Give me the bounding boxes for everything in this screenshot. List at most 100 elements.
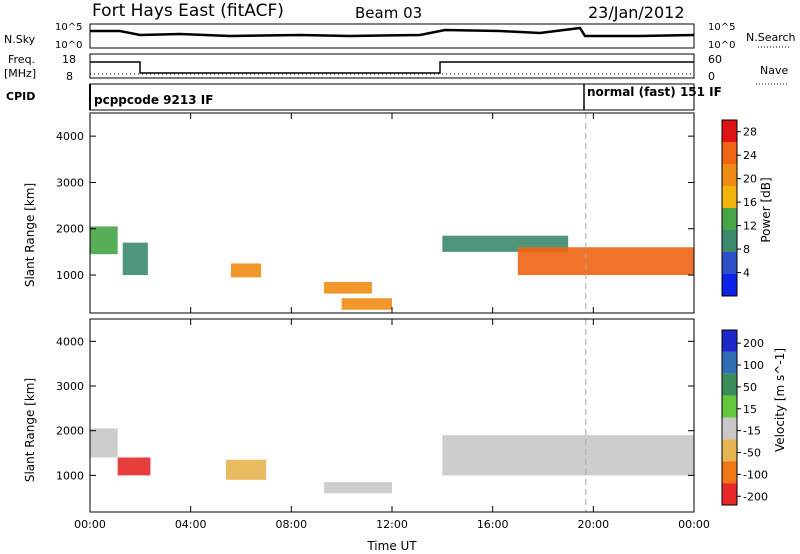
power-colorbar-tick-label: 8: [743, 243, 750, 256]
freq-trace: [90, 61, 694, 74]
nave-tick-low: 0: [708, 70, 715, 83]
noise-tick-high-right: 10^5: [708, 22, 735, 33]
x-tick-label: 04:00: [175, 518, 207, 531]
power-echo-region: [122, 242, 148, 276]
noise-panel: N.Sky 10^5 10^0 10^5 10^0 N.Search: [4, 22, 796, 51]
noise-tick-high-left: 10^5: [55, 22, 82, 33]
power-colorbar-swatch: [722, 186, 737, 208]
power-colorbar-swatch: [722, 252, 737, 274]
velocity-colorbar-swatch: [722, 330, 737, 352]
power-colorbar-label: Power [dB]: [759, 177, 773, 242]
freq-tick-high: 18: [62, 53, 76, 66]
power-ylabel: Slant Range [km]: [23, 183, 37, 287]
velocity-colorbar-tick-label: 15: [743, 403, 757, 416]
velocity-colorbar-ticks: 200 100 50 15 -15 -50 -100 -200: [737, 337, 768, 503]
power-colorbar-tick-label: 4: [743, 267, 750, 280]
power-colorbar-tick-label: 16: [743, 196, 757, 209]
velocity-colorbar-tick-label: -200: [743, 490, 768, 503]
y-tick-label: 1000: [56, 469, 84, 482]
velocity-colorbar-swatch: [722, 395, 737, 418]
power-colorbar-swatches: [722, 120, 737, 296]
power-echo-region: [90, 226, 118, 255]
power-y-ticks: 1000 2000 3000 4000: [56, 130, 694, 282]
velocity-colorbar-swatch: [722, 483, 737, 505]
power-colorbar-swatch: [722, 274, 737, 296]
velocity-colorbar-tick-label: -15: [743, 425, 761, 438]
power-colorbar-tick-label: 20: [743, 173, 757, 186]
velocity-colorbar-tick-label: 200: [743, 337, 764, 350]
velocity-colorbar-tick-label: 50: [743, 381, 757, 394]
x-tick-label: 00:00: [74, 518, 106, 531]
noise-tick-low-right: 10^0: [708, 40, 735, 51]
power-colorbar-ticks: 4 8 12 16 20 24 28: [737, 126, 757, 280]
power-colorbar-swatch: [722, 230, 737, 252]
nave-label: Nave: [760, 64, 788, 77]
noise-sky-trace: [90, 26, 695, 38]
noise-tick-low-left: 10^0: [55, 40, 82, 51]
power-echo-region: [324, 281, 372, 294]
power-echo-region: [517, 247, 694, 276]
power-colorbar-swatch: [722, 120, 737, 142]
velocity-echo-region: [442, 435, 694, 476]
power-colorbar: 4 8 12 16 20 24 28 Power [dB]: [721, 119, 773, 297]
velocity-colorbar-swatch: [722, 461, 737, 484]
freq-tick-low: 8: [66, 70, 73, 83]
y-tick-label: 1000: [56, 269, 84, 282]
velocity-colorbar-tick-label: -50: [743, 447, 761, 460]
power-colorbar-tick-label: 28: [743, 126, 757, 139]
x-tick-label: 08:00: [275, 518, 307, 531]
noise-left-label: N.Sky: [4, 33, 36, 46]
station-title: Fort Hays East (fitACF): [92, 1, 284, 21]
beam-title: Beam 03: [355, 4, 422, 22]
y-tick-label: 3000: [56, 176, 84, 189]
cpid-mode-1: pcppcode 9213 IF: [94, 93, 213, 107]
y-tick-label: 2000: [56, 425, 84, 438]
velocity-x-ticks: 00:00 04:00 08:00 12:00 16:00 20:00 00:00: [74, 319, 710, 531]
freq-label-line2: [MHz]: [4, 67, 36, 80]
cpid-mode-2: normal (fast) 151 IF: [587, 85, 722, 99]
power-echo-region: [341, 298, 392, 310]
power-echo-layer: [90, 113, 694, 313]
y-tick-label: 3000: [56, 380, 84, 393]
power-colorbar-swatch: [722, 208, 737, 230]
velocity-colorbar-swatch: [722, 373, 737, 396]
power-colorbar-swatch: [722, 142, 737, 164]
velocity-colorbar-swatches: [722, 330, 737, 505]
velocity-echo-region: [90, 428, 118, 458]
date-title: 23/Jan/2012: [588, 3, 685, 22]
power-echo-region: [230, 263, 262, 278]
x-tick-label: 20:00: [577, 518, 609, 531]
x-tick-label: 00:00: [678, 518, 710, 531]
velocity-echo-region: [225, 459, 267, 480]
velocity-echo-layer: [90, 319, 694, 512]
velocity-colorbar: 200 100 50 15 -15 -50 -100 -200 Velocity [m s^-…: [721, 329, 787, 506]
x-tick-label: 12:00: [376, 518, 408, 531]
power-panel: Slant Range [km] 1000 2000 3000 4000: [23, 112, 695, 314]
x-axis-label: Time UT: [366, 539, 417, 553]
velocity-colorbar-swatch: [722, 351, 737, 374]
cpid-panel: CPID pcppcode 9213 IF normal (fast) 151 …: [6, 83, 722, 111]
velocity-ylabel: Slant Range [km]: [23, 378, 37, 482]
x-tick-label: 16:00: [477, 518, 509, 531]
velocity-echo-region: [117, 457, 151, 476]
nave-tick-high: 60: [708, 53, 722, 66]
freq-label-line1: Freq.: [8, 53, 35, 66]
velocity-colorbar-label: Velocity [m s^-1]: [773, 348, 787, 452]
power-colorbar-tick-label: 24: [743, 149, 757, 162]
velocity-echo-region: [324, 482, 392, 494]
velocity-colorbar-swatch: [722, 417, 737, 440]
cpid-label: CPID: [6, 90, 35, 103]
velocity-colorbar-tick-label: 100: [743, 359, 764, 372]
freq-panel: Freq. [MHz] 18 8 60 0 Nave: [4, 53, 788, 85]
velocity-colorbar-swatch: [722, 439, 737, 462]
y-tick-label: 2000: [56, 223, 84, 236]
velocity-colorbar-tick-label: -100: [743, 468, 768, 481]
power-x-ticks: [89, 113, 695, 313]
y-tick-label: 4000: [56, 130, 84, 143]
y-tick-label: 4000: [56, 335, 84, 348]
velocity-y-ticks: 1000 2000 3000 4000: [56, 335, 694, 482]
power-colorbar-swatch: [722, 164, 737, 186]
power-colorbar-tick-label: 12: [743, 220, 757, 233]
